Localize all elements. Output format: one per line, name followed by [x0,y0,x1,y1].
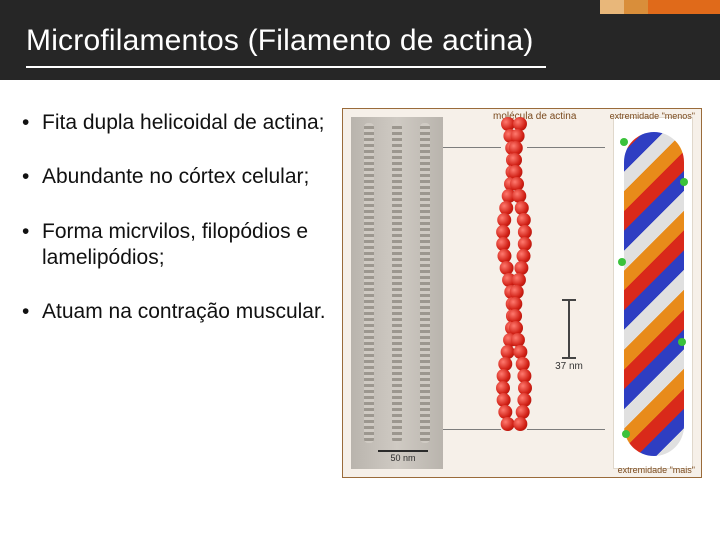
helix-strand-b [513,117,527,469]
accent-seg-2 [624,0,648,14]
scale-line [378,450,428,452]
bullet-item: Atuam na contração muscular. [20,299,340,325]
lead-line [527,429,605,430]
bullet-list: Fita dupla helicoidal de actina; Abundan… [20,110,340,325]
em-filament [420,123,430,443]
measure-label: 37 nm [539,361,599,372]
atp-site-icon [620,138,628,146]
bullet-item: Forma micrvilos, filopódios e lamelipódi… [20,219,340,272]
atp-site-icon [618,258,626,266]
atp-site-icon [622,430,630,438]
molecular-filament [624,132,684,456]
header-band: Microfilamentos (Filamento de actina) [0,0,720,80]
bullet-item: Abundante no córtex celular; [20,164,340,190]
title-underline [26,66,546,68]
helix-pitch-measure: 37 nm [539,299,599,372]
plus-end-label: extremidade "mais" [618,465,695,475]
scale-label: 50 nm [367,453,439,463]
actin-helix-diagram [501,117,527,469]
page-title: Microfilamentos (Filamento de actina) [26,24,534,58]
lead-line [443,147,501,148]
measure-bar [568,299,570,359]
atp-site-icon [678,338,686,346]
accent-seg-3 [648,0,720,14]
header-accent [600,0,720,14]
em-micrograph-panel: 50 nm [351,117,443,469]
em-filament [392,123,402,443]
lead-line [443,429,501,430]
em-filament [364,123,374,443]
bullet-item: Fita dupla helicoidal de actina; [20,110,340,136]
content-area: Fita dupla helicoidal de actina; Abundan… [20,110,340,353]
em-scale-bar: 50 nm [367,450,439,463]
minus-end-label: extremidade "menos" [610,111,695,121]
accent-seg-1 [600,0,624,14]
actin-monomer [513,417,527,431]
lead-line [527,147,605,148]
molecular-model-panel [613,117,693,469]
actin-figure: 50 nm molécula de actina 37 nm extremida… [342,108,702,478]
atp-site-icon [680,178,688,186]
